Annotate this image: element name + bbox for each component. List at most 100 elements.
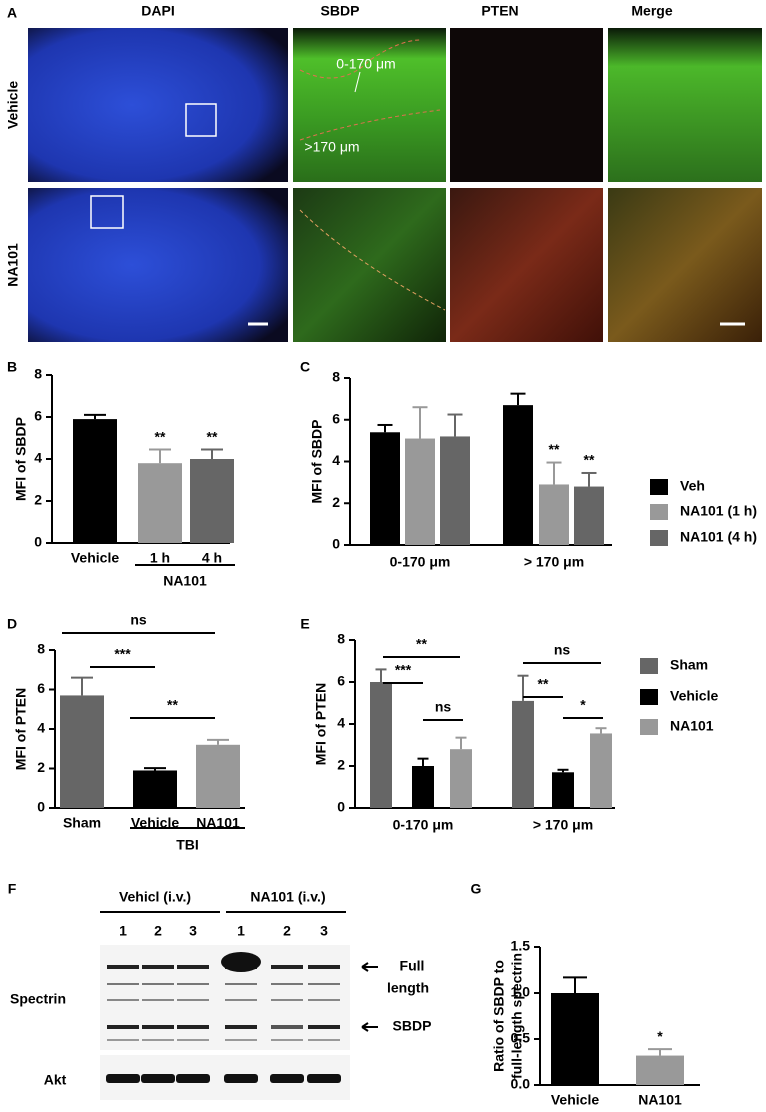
microscopy-panel <box>28 28 762 342</box>
legend-label: Sham <box>670 657 708 673</box>
bar <box>138 463 182 543</box>
blot-marker: Full <box>400 958 425 974</box>
legend-swatch <box>650 504 668 520</box>
legend-swatch <box>640 658 658 674</box>
panel-letter: A <box>7 5 17 21</box>
column-header: SBDP <box>321 3 360 19</box>
dapi-image <box>28 28 288 182</box>
annotation: ns <box>435 699 452 715</box>
bar <box>440 436 470 545</box>
y-tick-label: 0.5 <box>511 1030 531 1046</box>
lane-label: 1 <box>237 923 245 939</box>
y-axis-label: MFI of SBDP <box>309 420 325 504</box>
group-label: TBI <box>176 837 199 853</box>
bar <box>190 459 234 543</box>
band <box>225 1025 257 1029</box>
x-tick-label: Vehicle <box>71 550 119 566</box>
y-tick-label: 0 <box>337 799 345 815</box>
band <box>141 1074 175 1083</box>
annotation: * <box>580 697 586 713</box>
x-tick-label: 0-170 μm <box>393 817 454 833</box>
lane-label: 2 <box>283 923 291 939</box>
annotation: ns <box>130 612 147 628</box>
y-tick-label: 0 <box>34 534 42 550</box>
y-tick-label: 0 <box>332 536 340 552</box>
x-tick-label: 4 h <box>202 550 222 566</box>
legend-label: NA101 <box>670 718 714 734</box>
band <box>308 1039 340 1041</box>
bar <box>196 744 240 808</box>
band <box>142 983 174 985</box>
band <box>107 983 139 985</box>
x-tick-label: Sham <box>63 815 101 831</box>
band <box>142 965 174 969</box>
inset-box <box>90 195 124 229</box>
panel-letter: F <box>8 881 17 897</box>
band <box>271 983 303 985</box>
lane-label: 1 <box>119 923 127 939</box>
band <box>176 1074 210 1083</box>
lane-label: 3 <box>189 923 197 939</box>
panel-letter: G <box>471 881 482 897</box>
band <box>107 1025 139 1029</box>
boundary <box>299 39 421 79</box>
pten-image <box>450 188 603 342</box>
bar <box>552 772 574 808</box>
x-tick-label: Vehicle <box>131 815 179 831</box>
bar <box>512 700 534 808</box>
blot-row: Akt <box>44 1072 67 1088</box>
bar <box>551 993 599 1085</box>
y-tick-label: 6 <box>337 673 345 689</box>
annotation: * <box>657 1028 663 1044</box>
annotation: ** <box>207 428 218 444</box>
annotation: *** <box>114 646 131 662</box>
band <box>270 1074 304 1083</box>
sbdp-image <box>293 28 446 182</box>
y-axis-label: Ratio of SBDP to <box>491 960 507 1072</box>
band <box>225 1039 257 1041</box>
band <box>221 952 261 972</box>
annotation: ** <box>167 697 178 713</box>
legend-label: NA101 (1 h) <box>680 503 757 519</box>
y-tick-label: 4 <box>34 450 42 466</box>
x-tick-label: 1 h <box>150 550 170 566</box>
blot-group: Vehicl (i.v.) <box>119 889 191 905</box>
band <box>177 1039 209 1041</box>
image-annotation: 0-170 μm <box>336 56 395 72</box>
band <box>225 999 257 1001</box>
boundary <box>299 209 446 311</box>
bar <box>450 749 472 808</box>
dapi-image <box>28 188 288 342</box>
legend-swatch <box>650 479 668 495</box>
y-axis-label: MFI of SBDP <box>13 417 29 501</box>
y-tick-label: 2 <box>337 757 345 773</box>
arrow <box>361 1022 378 1032</box>
annotation: *** <box>395 662 412 678</box>
band <box>107 999 139 1001</box>
bar <box>539 484 569 545</box>
band <box>271 965 303 969</box>
band <box>271 1039 303 1041</box>
bar <box>133 770 177 808</box>
band <box>225 983 257 985</box>
bar <box>574 486 604 545</box>
y-tick-label: 4 <box>332 452 340 468</box>
sbdp-image <box>293 188 446 342</box>
band <box>107 1039 139 1041</box>
band <box>106 1074 140 1083</box>
bar <box>590 733 612 808</box>
legend-swatch <box>650 530 668 546</box>
legend-label: Vehicle <box>670 688 718 704</box>
panel-letter: E <box>300 616 309 632</box>
y-tick-label: 0.0 <box>511 1076 531 1092</box>
boundary <box>299 109 441 141</box>
lane-label: 2 <box>154 923 162 939</box>
y-tick-label: 8 <box>332 369 340 385</box>
annotation: ** <box>584 452 595 468</box>
column-header: Merge <box>631 3 672 19</box>
bar <box>60 695 104 808</box>
panel-letter: B <box>7 359 17 375</box>
band <box>142 1025 174 1029</box>
band <box>271 999 303 1001</box>
